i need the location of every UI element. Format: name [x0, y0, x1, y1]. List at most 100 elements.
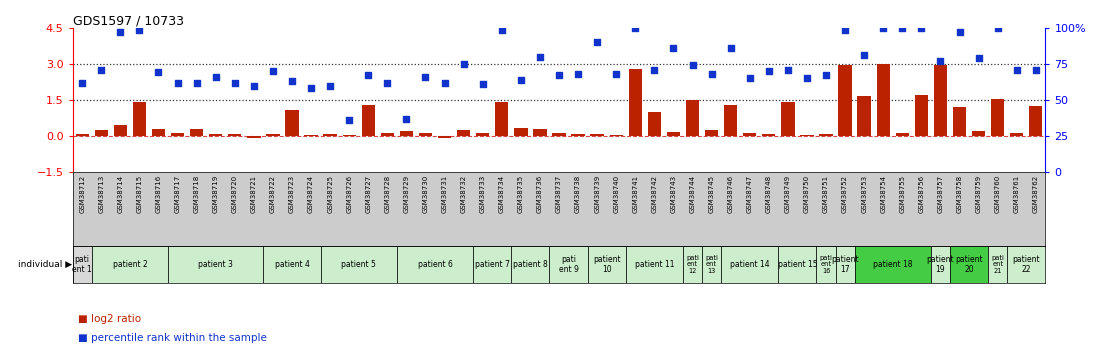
Text: GSM38747: GSM38747: [747, 175, 752, 213]
Bar: [152, 129, 165, 136]
Point: [436, 80, 454, 85]
Text: GSM38736: GSM38736: [537, 175, 543, 213]
Text: pati
ent
21: pati ent 21: [992, 255, 1004, 274]
Bar: [743, 132, 757, 136]
Bar: [266, 134, 280, 136]
FancyBboxPatch shape: [264, 246, 321, 283]
Point: [798, 76, 816, 81]
Text: ■ percentile rank within the sample: ■ percentile rank within the sample: [78, 333, 267, 343]
Bar: [342, 135, 356, 136]
Bar: [380, 133, 394, 136]
Text: patient
10: patient 10: [593, 255, 620, 274]
Text: GSM38746: GSM38746: [728, 175, 733, 213]
Bar: [76, 134, 89, 136]
Point: [226, 80, 244, 85]
FancyBboxPatch shape: [397, 246, 473, 283]
Bar: [533, 129, 547, 136]
Bar: [323, 134, 337, 136]
Point: [455, 61, 473, 67]
Text: GSM38713: GSM38713: [98, 175, 104, 213]
FancyBboxPatch shape: [988, 246, 1007, 283]
Bar: [304, 135, 318, 136]
Point: [531, 54, 549, 59]
Text: GSM38756: GSM38756: [918, 175, 925, 213]
Bar: [819, 134, 833, 136]
Bar: [419, 132, 433, 136]
Point: [340, 118, 358, 123]
Text: GSM38738: GSM38738: [575, 175, 581, 213]
Point: [664, 45, 682, 51]
Bar: [400, 131, 413, 136]
Point: [169, 80, 187, 85]
Bar: [705, 130, 718, 136]
Bar: [934, 66, 947, 136]
FancyBboxPatch shape: [950, 246, 988, 283]
Point: [626, 25, 644, 30]
Bar: [571, 134, 585, 136]
Text: patient 18: patient 18: [873, 260, 912, 269]
Text: GSM38755: GSM38755: [899, 175, 906, 213]
Text: GSM38722: GSM38722: [269, 175, 276, 213]
Text: GSM38719: GSM38719: [212, 175, 219, 213]
Text: GSM38740: GSM38740: [613, 175, 619, 213]
Bar: [114, 125, 127, 136]
Text: GSM38739: GSM38739: [594, 175, 600, 213]
Bar: [285, 110, 299, 136]
Bar: [361, 105, 375, 136]
Text: GSM38714: GSM38714: [117, 175, 123, 213]
FancyBboxPatch shape: [92, 246, 168, 283]
Text: GSM38761: GSM38761: [1014, 175, 1020, 213]
Text: pati
ent 9: pati ent 9: [559, 255, 578, 274]
Bar: [915, 95, 928, 136]
Text: GSM38721: GSM38721: [250, 175, 257, 213]
Text: pati
ent
13: pati ent 13: [705, 255, 718, 274]
FancyBboxPatch shape: [626, 246, 683, 283]
Point: [760, 68, 778, 74]
Point: [417, 74, 435, 80]
Point: [188, 80, 206, 85]
Point: [874, 25, 892, 30]
Bar: [858, 96, 871, 136]
Text: GSM38758: GSM38758: [957, 175, 963, 213]
Point: [893, 25, 911, 30]
Bar: [800, 135, 814, 136]
Text: GSM38759: GSM38759: [976, 175, 982, 213]
Text: GSM38744: GSM38744: [690, 175, 695, 213]
Point: [1026, 67, 1044, 72]
Bar: [666, 132, 680, 136]
FancyBboxPatch shape: [835, 246, 854, 283]
Text: GDS1597 / 10733: GDS1597 / 10733: [73, 14, 183, 28]
Text: GSM38753: GSM38753: [861, 175, 868, 213]
Text: GSM38760: GSM38760: [995, 175, 1001, 213]
FancyBboxPatch shape: [854, 246, 931, 283]
Text: patient 2: patient 2: [113, 260, 148, 269]
Text: patient 11: patient 11: [635, 260, 674, 269]
Bar: [1030, 106, 1042, 136]
FancyBboxPatch shape: [721, 246, 778, 283]
Text: patient
22: patient 22: [1013, 255, 1040, 274]
Point: [950, 29, 968, 35]
Point: [855, 52, 873, 58]
Text: GSM38728: GSM38728: [385, 175, 390, 213]
Bar: [552, 133, 566, 136]
FancyBboxPatch shape: [702, 246, 721, 283]
Point: [569, 71, 587, 77]
Point: [245, 83, 263, 88]
Point: [378, 80, 396, 85]
Point: [93, 67, 111, 72]
Text: patient
17: patient 17: [832, 255, 859, 274]
Text: patient 7: patient 7: [475, 260, 510, 269]
Text: GSM38718: GSM38718: [193, 175, 200, 213]
Text: GSM38726: GSM38726: [347, 175, 352, 213]
Point: [398, 116, 416, 121]
Point: [207, 74, 225, 80]
Text: patient 15: patient 15: [778, 260, 817, 269]
Bar: [762, 134, 776, 136]
Point: [512, 77, 530, 82]
Text: patient
19: patient 19: [927, 255, 955, 274]
Point: [112, 29, 130, 35]
Text: GSM38734: GSM38734: [499, 175, 505, 213]
Bar: [877, 64, 890, 136]
Text: GSM38737: GSM38737: [556, 175, 562, 213]
Bar: [724, 105, 738, 136]
